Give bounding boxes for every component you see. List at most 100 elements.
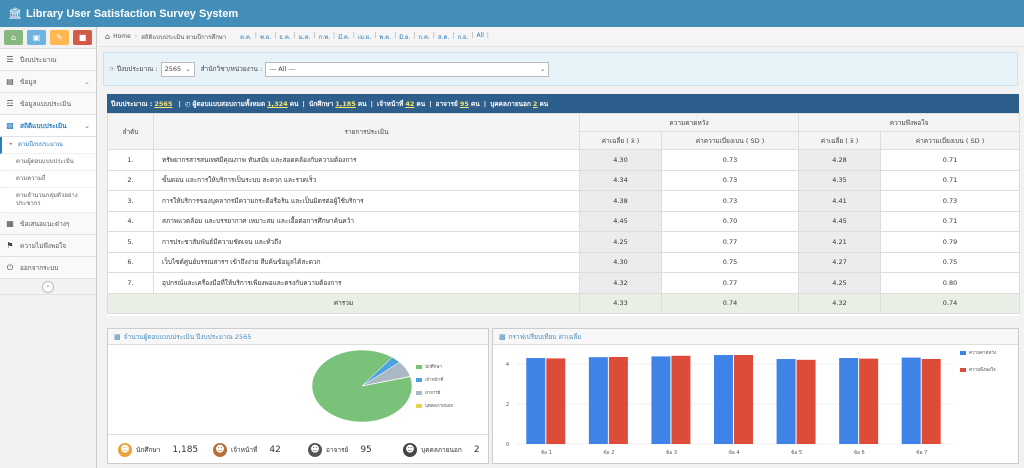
month-link[interactable]: ก.พ. — [318, 33, 331, 41]
x-tick-label: ข้อ 4 — [728, 449, 739, 456]
home-icon[interactable]: ⌂ — [4, 30, 23, 45]
month-link[interactable]: มี.ค. — [338, 33, 350, 41]
total-sat-mean: 4.32 — [798, 292, 882, 314]
sidebar-item-data[interactable]: ▤ ข้อมูล ⌄ — [0, 71, 96, 93]
bar[interactable] — [608, 357, 628, 444]
sidebar-subitem-by-frequency[interactable]: ตามความถี่ — [0, 171, 96, 188]
pie-slice[interactable] — [361, 376, 411, 387]
header-exp-sd: ค่าความเบี่ยงเบน ( SD ) — [660, 131, 800, 150]
month-link[interactable]: All — [476, 31, 484, 39]
stop-icon[interactable]: ■ — [73, 30, 92, 45]
bar[interactable] — [839, 358, 859, 444]
bar[interactable] — [776, 359, 796, 444]
sidebar-item-stats[interactable]: ▩ สถิติแบบประเมิน ⌄ — [0, 115, 96, 137]
bar[interactable] — [714, 355, 733, 444]
summary-unit: คน — [289, 99, 299, 108]
summary-ext: 2 — [532, 99, 538, 108]
month-link[interactable]: พ.ค. — [379, 33, 392, 41]
bar[interactable] — [921, 359, 941, 444]
chevron-down-icon: ⌄ — [185, 65, 191, 73]
row-sat-mean: 4.21 — [798, 231, 882, 253]
row-no: 4. — [107, 210, 154, 232]
row-item: เว็บไซต์ศูนย์บรรณสารฯ เข้าถึงง่าย สืบค้น… — [153, 251, 580, 273]
year-select-value: 2565 — [164, 65, 182, 73]
x-tick-label: ข้อ 3 — [666, 449, 677, 456]
bar[interactable] — [588, 357, 608, 444]
total-exp-sd: 0.74 — [660, 292, 800, 314]
row-exp-mean: 4.25 — [579, 231, 662, 253]
unit-select-value: --- All --- — [269, 65, 296, 73]
bar[interactable] — [734, 355, 753, 444]
row-item: ขั้นตอน และการให้บริการเป็นระบบ สะดวก แล… — [153, 169, 580, 191]
month-link[interactable]: ธ.ค. — [279, 33, 291, 41]
double-chevron-left-icon[interactable]: « — [42, 280, 54, 293]
row-item: สภาพแวดล้อม และบรรยากาศ เหมาะสม และเอื้อ… — [153, 210, 580, 232]
home-icon[interactable]: ⌂ — [105, 32, 111, 41]
bar[interactable] — [901, 357, 921, 444]
row-no: 6. — [107, 251, 154, 273]
bar[interactable] — [546, 358, 566, 444]
month-link[interactable]: ม.ค. — [298, 33, 311, 41]
monitor-icon[interactable]: ▣ — [27, 30, 46, 45]
bar[interactable] — [526, 358, 546, 444]
x-tick-label: ข้อ 1 — [541, 449, 552, 456]
row-sat-mean: 4.35 — [798, 169, 882, 191]
month-link[interactable]: มิ.ย. — [399, 33, 411, 41]
stat-teacher: ☻ อาจารย์ 95 — [298, 442, 393, 457]
sidebar-item-suggestions[interactable]: ▦ ข้อเสนอแนะต่างๆ — [0, 213, 96, 235]
pie-chart — [311, 349, 413, 423]
pie-legend: นักศึกษา เจ้าหน้าที่ อาจารย์ บุคคลภายนอก — [416, 363, 453, 415]
month-link[interactable]: ต.ค. — [240, 33, 252, 41]
total-exp-mean: 4.33 — [579, 292, 662, 314]
sidebar-item-label: สถิติแบบประเมิน — [20, 121, 67, 130]
table-row: 1. ทรัพยากรสารสนเทศมีคุณภาพ ทันสมัย และสอ… — [107, 149, 1021, 171]
legend-swatch — [416, 377, 422, 382]
unit-select[interactable]: --- All --- ⌄ — [265, 61, 550, 77]
bar[interactable] — [671, 355, 691, 444]
row-no: 2. — [107, 169, 154, 191]
x-tick-label: ข้อ 7 — [916, 449, 927, 456]
pie-legend-item: อาจารย์ — [416, 389, 453, 396]
month-link[interactable]: ส.ค. — [437, 33, 450, 41]
sidebar-collapse[interactable]: « — [0, 279, 96, 295]
bar[interactable] — [859, 358, 879, 444]
month-link[interactable]: เม.ย. — [357, 33, 372, 41]
stat-label: อาจารย์ — [326, 445, 349, 454]
sidebar-item-survey-data[interactable]: ☲ ข้อมูลแบบประเมิน — [0, 93, 96, 115]
row-sat-sd: 0.79 — [880, 231, 1021, 253]
summary-teach: 95 — [459, 99, 469, 108]
sidebar-item-label: ข้อมูล — [20, 77, 37, 86]
summary-teach-label: อาจารย์ — [435, 99, 458, 108]
summary-unit: คน — [470, 99, 480, 108]
pencil-icon[interactable]: ✎ — [50, 30, 69, 45]
sidebar-subitem-by-sample[interactable]: ตามจำนวนกลุ่มตัวอย่างประชากร — [0, 188, 96, 213]
header-sat-mean: ค่าเฉลี่ย ( x̄ ) — [798, 131, 882, 150]
stat-label: บุคคลภายนอก — [421, 445, 462, 454]
breadcrumb-current: สถิติแบบประเมิน ตามปีการศึกษา — [141, 33, 227, 41]
table-row: 3. การให้บริการของบุคลากรมีความกระตือรือร… — [107, 190, 1021, 212]
summary-year-label: ปีงบประมาณ : — [111, 99, 153, 108]
bar[interactable] — [796, 359, 816, 444]
sidebar-item-label: ความไม่พึงพอใจ — [20, 241, 67, 250]
total-sat-sd: 0.74 — [880, 292, 1021, 314]
year-select[interactable]: 2565 ⌄ — [160, 61, 195, 77]
sidebar-subitem-by-year[interactable]: ตามปีงบประมาณ — [0, 137, 96, 154]
row-item: การประชาสัมพันธ์มีความชัดเจน และทั่วถึง — [153, 231, 580, 253]
summary-unit: คน — [416, 99, 426, 108]
month-link[interactable]: พ.ย. — [259, 33, 272, 41]
row-sat-mean: 4.28 — [798, 149, 882, 171]
summary-stu: 1,185 — [335, 99, 356, 108]
month-link[interactable]: ก.ค. — [418, 33, 430, 41]
sidebar-item-logout[interactable]: ⏻ ออกจากระบบ — [0, 257, 96, 279]
chevron-down-icon: ⌄ — [540, 65, 546, 73]
sidebar-item-dissatisfaction[interactable]: ⚑ ความไม่พึงพอใจ — [0, 235, 96, 257]
breadcrumb-home[interactable]: Home — [113, 33, 131, 40]
row-exp-mean: 4.34 — [579, 169, 662, 191]
results-table-panel: ปีงบประมาณ : 2565 | ◴ ผู้ตอบแบบสอบถามทั้… — [107, 94, 1021, 316]
month-link[interactable]: ก.ย. — [457, 33, 469, 41]
sidebar-item-year[interactable]: ☰ ปีงบประมาณ — [0, 49, 96, 71]
row-item: อุปกรณ์และเครื่องมือที่ให้บริการเพียงพอแ… — [153, 272, 580, 294]
bar[interactable] — [651, 356, 671, 444]
sidebar-subitem-by-respondent[interactable]: ตามผู้ตอบแบบประเมิน — [0, 154, 96, 171]
header-exp-mean: ค่าเฉลี่ย ( x̄ ) — [579, 131, 662, 150]
